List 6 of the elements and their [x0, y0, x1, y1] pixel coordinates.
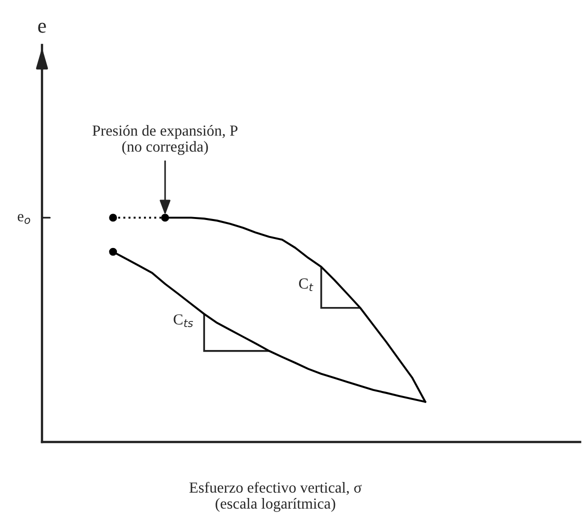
annotation: C$_{ts}$: [174, 314, 193, 328]
text: e: [38, 22, 46, 33]
text: e$_{o}$: [18, 214, 30, 224]
text: Presión de expansión, P (no corregida): [92, 125, 238, 155]
annotation: C$_{t}$: [299, 278, 314, 292]
x-axis-title: Esfuerzo efectivo vertical, σ (escala logarítmica): [189, 482, 362, 512]
